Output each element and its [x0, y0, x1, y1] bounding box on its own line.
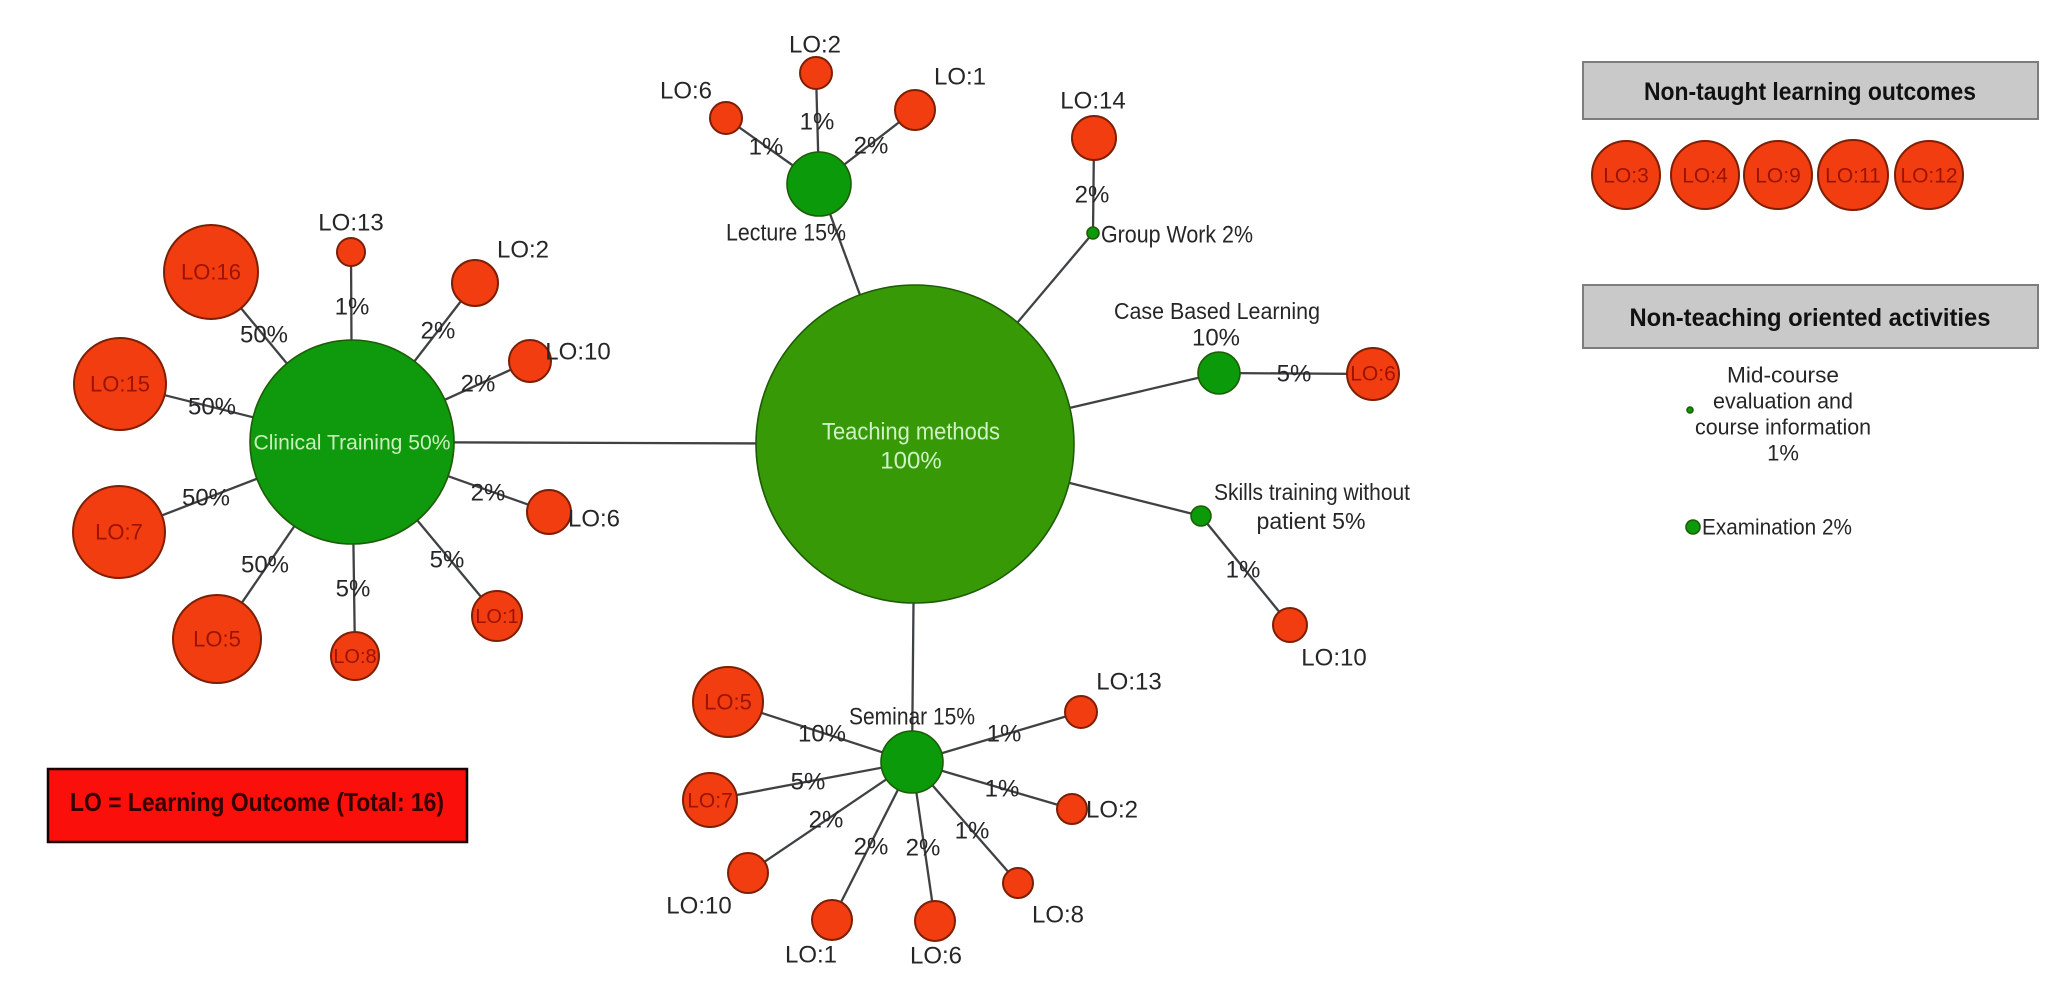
svg-text:LO:6: LO:6 [660, 77, 712, 104]
svg-text:LO:10: LO:10 [545, 338, 610, 365]
svg-text:5%: 5% [430, 546, 465, 573]
svg-text:5%: 5% [1277, 360, 1312, 387]
svg-text:Group Work 2%: Group Work 2% [1101, 221, 1253, 248]
svg-text:LO:4: LO:4 [1682, 164, 1728, 187]
svg-text:LO:14: LO:14 [1060, 87, 1125, 114]
svg-text:patient 5%: patient 5% [1257, 508, 1366, 534]
svg-text:LO:6: LO:6 [910, 942, 962, 969]
svg-text:1%: 1% [1226, 556, 1261, 583]
svg-text:2%: 2% [809, 806, 844, 833]
svg-text:2%: 2% [421, 317, 456, 344]
svg-text:100%: 100% [880, 447, 941, 474]
svg-text:1%: 1% [985, 775, 1020, 802]
svg-text:Teaching methods: Teaching methods [822, 418, 1000, 445]
svg-text:50%: 50% [240, 321, 288, 348]
svg-text:LO:16: LO:16 [181, 260, 241, 285]
svg-text:Non-taught learning outcomes: Non-taught learning outcomes [1644, 78, 1976, 106]
svg-text:Seminar 15%: Seminar 15% [849, 703, 975, 730]
svg-text:10%: 10% [1192, 324, 1240, 351]
svg-text:LO:10: LO:10 [1301, 644, 1366, 671]
svg-text:course information: course information [1695, 415, 1871, 440]
svg-text:2%: 2% [854, 833, 889, 860]
svg-text:LO:7: LO:7 [687, 789, 733, 812]
svg-text:Non-teaching oriented activiti: Non-teaching oriented activities [1630, 304, 1991, 332]
svg-text:LO:3: LO:3 [1603, 164, 1649, 187]
svg-text:2%: 2% [854, 132, 889, 159]
svg-text:LO:6: LO:6 [568, 505, 620, 532]
svg-text:50%: 50% [241, 551, 289, 578]
svg-text:1%: 1% [987, 720, 1022, 747]
svg-text:10%: 10% [798, 720, 846, 747]
svg-text:Examination 2%: Examination 2% [1702, 515, 1852, 540]
svg-text:LO:10: LO:10 [666, 892, 731, 919]
svg-text:Skills training without: Skills training without [1214, 479, 1411, 505]
svg-text:LO = Learning Outcome (Total:: LO = Learning Outcome (Total: 16) [70, 787, 444, 817]
svg-text:LO:13: LO:13 [1096, 668, 1161, 695]
svg-text:1%: 1% [335, 293, 370, 320]
svg-text:LO:8: LO:8 [333, 646, 376, 668]
svg-text:1%: 1% [1767, 441, 1799, 466]
svg-text:LO:5: LO:5 [193, 627, 241, 652]
svg-text:5%: 5% [336, 575, 371, 602]
svg-text:LO:11: LO:11 [1825, 164, 1881, 187]
svg-text:2%: 2% [906, 834, 941, 861]
svg-text:Mid-course: Mid-course [1727, 363, 1839, 388]
svg-text:1%: 1% [749, 133, 784, 160]
svg-text:LO:12: LO:12 [1900, 164, 1957, 187]
svg-text:2%: 2% [1075, 181, 1110, 208]
svg-text:5%: 5% [791, 768, 826, 795]
svg-text:1%: 1% [955, 817, 990, 844]
svg-text:evaluation and: evaluation and [1713, 389, 1853, 414]
svg-text:LO:2: LO:2 [1086, 796, 1138, 823]
svg-text:2%: 2% [471, 479, 506, 506]
svg-text:Case Based Learning: Case Based Learning [1114, 298, 1320, 324]
svg-text:LO:9: LO:9 [1755, 164, 1801, 187]
svg-text:LO:8: LO:8 [1032, 901, 1084, 928]
svg-text:LO:15: LO:15 [90, 372, 150, 397]
svg-text:LO:5: LO:5 [704, 690, 752, 715]
svg-text:50%: 50% [188, 393, 236, 420]
svg-text:1%: 1% [800, 108, 835, 135]
svg-text:LO:1: LO:1 [934, 63, 986, 90]
svg-text:LO:2: LO:2 [497, 236, 549, 263]
svg-text:Clinical Training 50%: Clinical Training 50% [254, 431, 451, 454]
svg-text:LO:2: LO:2 [789, 31, 841, 58]
svg-text:LO:13: LO:13 [318, 209, 383, 236]
svg-text:LO:1: LO:1 [475, 606, 518, 628]
svg-text:Lecture 15%: Lecture 15% [726, 219, 846, 246]
svg-text:LO:1: LO:1 [785, 941, 837, 968]
svg-text:LO:6: LO:6 [1350, 362, 1396, 385]
svg-text:LO:7: LO:7 [95, 520, 143, 545]
svg-text:50%: 50% [182, 484, 230, 511]
svg-text:2%: 2% [461, 370, 496, 397]
